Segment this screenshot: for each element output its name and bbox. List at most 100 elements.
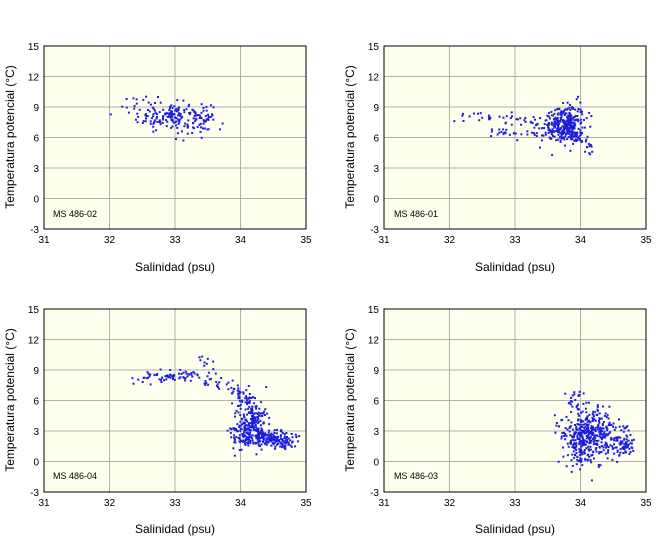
data-point xyxy=(573,134,576,137)
y-tick-label: 15 xyxy=(28,305,40,316)
data-point xyxy=(286,438,288,441)
data-point xyxy=(505,115,508,118)
data-point xyxy=(295,436,298,439)
data-point xyxy=(251,423,254,425)
data-point xyxy=(535,132,538,135)
data-point xyxy=(241,433,244,436)
data-point xyxy=(572,127,575,130)
data-point xyxy=(556,123,559,126)
data-point xyxy=(172,113,175,116)
data-point xyxy=(196,373,199,376)
data-point xyxy=(246,401,249,404)
data-point xyxy=(570,410,573,413)
data-point xyxy=(264,408,267,411)
data-point xyxy=(595,439,598,442)
data-point xyxy=(251,407,254,410)
data-point xyxy=(190,373,193,376)
data-point xyxy=(205,105,208,108)
data-point xyxy=(141,381,144,383)
data-point xyxy=(526,133,529,136)
data-point xyxy=(616,438,619,441)
data-point xyxy=(577,418,580,421)
data-point xyxy=(477,112,479,115)
panel-ms-486-01: 31 32 33 34 35 -3 0 3 6 9 12 15 MS 486-01 Salinidad… xyxy=(343,42,652,274)
data-point xyxy=(618,453,621,456)
data-point xyxy=(591,150,594,153)
data-point xyxy=(262,435,265,437)
data-point xyxy=(490,130,493,133)
data-point xyxy=(575,449,578,451)
data-point xyxy=(573,442,576,445)
data-point xyxy=(283,433,286,436)
data-point xyxy=(251,416,254,419)
data-point xyxy=(552,134,554,137)
data-point xyxy=(230,386,233,389)
data-point xyxy=(584,407,587,410)
y-tick-label: -3 xyxy=(30,225,39,236)
data-point xyxy=(166,374,169,377)
data-point xyxy=(601,430,603,433)
data-point xyxy=(212,118,215,121)
data-point xyxy=(171,115,174,118)
data-point xyxy=(595,447,598,449)
data-point xyxy=(169,373,172,376)
data-point xyxy=(238,434,241,437)
data-point xyxy=(576,118,579,121)
data-point xyxy=(561,432,564,434)
data-point xyxy=(205,362,208,365)
data-point xyxy=(613,452,616,455)
data-point xyxy=(255,407,258,410)
y-tick-label: -3 xyxy=(370,225,379,236)
data-point xyxy=(191,375,194,378)
data-point xyxy=(245,424,248,427)
data-point xyxy=(579,453,582,456)
data-point xyxy=(248,393,251,395)
data-point xyxy=(261,414,264,417)
data-point xyxy=(585,437,588,440)
data-point xyxy=(199,359,202,362)
data-point xyxy=(259,412,262,415)
data-point xyxy=(195,114,198,117)
data-point xyxy=(253,422,256,425)
data-point xyxy=(541,139,543,142)
data-point xyxy=(257,430,260,433)
data-point xyxy=(575,427,578,430)
data-point xyxy=(571,106,574,108)
data-point xyxy=(270,439,273,442)
data-point xyxy=(610,436,613,439)
data-point xyxy=(591,429,593,432)
data-point xyxy=(265,441,268,444)
data-point xyxy=(533,126,536,129)
data-point xyxy=(185,372,188,375)
data-point xyxy=(278,439,281,441)
data-point xyxy=(182,376,185,379)
data-point xyxy=(524,116,527,119)
data-point xyxy=(586,146,589,148)
data-point xyxy=(200,117,203,120)
data-point xyxy=(596,406,599,408)
x-tick-label: 35 xyxy=(300,235,312,246)
data-point xyxy=(580,458,583,461)
data-point xyxy=(598,412,601,415)
data-point xyxy=(258,445,261,448)
data-point xyxy=(200,103,203,106)
data-point xyxy=(619,443,622,446)
data-point xyxy=(241,423,243,426)
data-point xyxy=(563,138,566,141)
data-point xyxy=(574,399,577,401)
data-point xyxy=(218,381,221,384)
data-point xyxy=(576,438,579,440)
data-point xyxy=(589,427,592,430)
data-point xyxy=(165,125,168,128)
data-point xyxy=(174,109,177,112)
data-point xyxy=(127,111,130,114)
data-point xyxy=(281,446,284,449)
data-point xyxy=(579,131,582,134)
data-point xyxy=(553,125,556,128)
data-point xyxy=(598,430,601,433)
data-point xyxy=(488,116,491,119)
data-point xyxy=(567,129,570,132)
data-point xyxy=(564,433,567,436)
data-point xyxy=(571,107,574,110)
data-point xyxy=(176,99,179,102)
